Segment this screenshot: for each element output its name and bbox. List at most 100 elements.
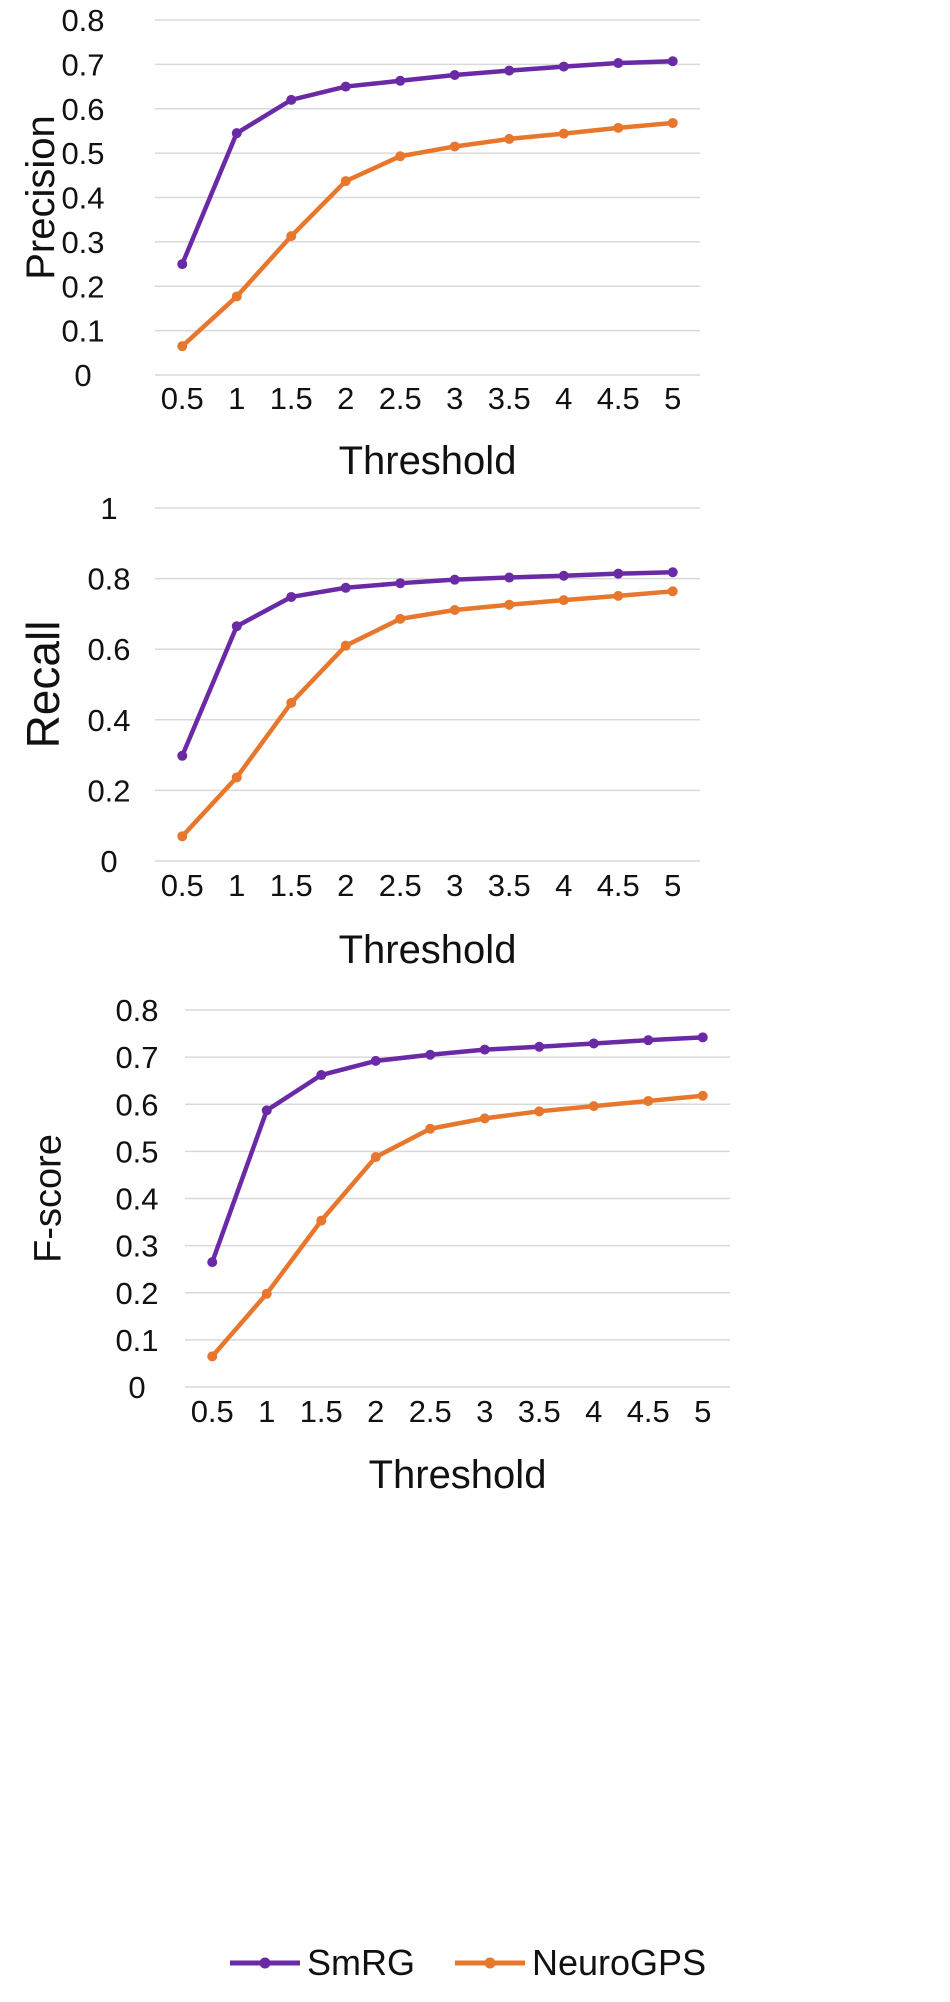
x-tick-label: 4.5 [597, 868, 640, 903]
data-point-smrg [558, 61, 569, 72]
y-tick-label: 0.3 [61, 225, 104, 260]
x-tick-label: 4 [555, 381, 572, 416]
data-point-neurogps [667, 586, 678, 597]
data-point-neurogps [504, 133, 515, 144]
data-point-smrg [449, 70, 460, 81]
data-point-smrg [667, 56, 678, 67]
data-point-neurogps [558, 128, 569, 139]
data-point-smrg [613, 58, 624, 69]
y-tick-label: 0.1 [61, 314, 104, 349]
y-tick-labels: 0 0.1 0.2 0.3 0.4 0.5 0.6 0.7 0.8 [61, 3, 104, 393]
series-smrg [177, 567, 678, 761]
recall-chart: 0 0.2 0.4 0.6 0.8 1 0.5 1 1.5 2 2.5 3 3.5 4 4.5 5 Thresh… [17, 491, 700, 972]
data-point-neurogps [643, 1095, 654, 1106]
x-tick-label: 3.5 [518, 1394, 561, 1429]
x-tick-label: 1.5 [300, 1394, 343, 1429]
data-point-neurogps [613, 122, 624, 133]
data-point-neurogps [697, 1090, 708, 1101]
x-tick-labels: 0.5 1 1.5 2 2.5 3 3.5 4 4.5 5 [191, 1394, 712, 1429]
x-tick-label: 1 [258, 1394, 275, 1429]
data-point-neurogps [534, 1106, 545, 1117]
x-tick-label: 5 [694, 1394, 711, 1429]
data-point-neurogps [231, 772, 242, 783]
series-neurogps [177, 586, 678, 842]
x-tick-label: 1 [228, 381, 245, 416]
x-tick-label: 1.5 [270, 868, 313, 903]
data-point-smrg [261, 1105, 272, 1116]
y-tick-label: 0.5 [115, 1134, 158, 1169]
data-point-neurogps [177, 341, 188, 352]
y-tick-label: 0 [74, 358, 91, 393]
data-point-smrg [613, 568, 624, 579]
data-point-smrg [667, 567, 678, 578]
data-point-neurogps [340, 176, 351, 187]
series-line-smrg [180, 569, 675, 759]
series-line-smrg [180, 59, 675, 267]
y-tick-label: 0.6 [61, 92, 104, 127]
x-axis-title: Threshold [339, 928, 517, 972]
data-point-smrg [207, 1257, 218, 1268]
data-point-smrg [286, 591, 297, 602]
y-axis-title: Precision [19, 115, 63, 280]
data-point-neurogps [231, 291, 242, 302]
y-tick-label: 0.8 [115, 993, 158, 1028]
x-axis-title: Threshold [369, 1453, 547, 1497]
data-point-neurogps [316, 1215, 327, 1226]
data-point-smrg [177, 259, 188, 270]
y-tick-label: 0.8 [61, 3, 104, 38]
y-tick-labels: 0 0.1 0.2 0.3 0.4 0.5 0.6 0.7 0.8 [115, 993, 158, 1405]
x-tick-label: 3 [476, 1394, 493, 1429]
data-point-smrg [231, 621, 242, 632]
y-tick-label: 0.1 [115, 1323, 158, 1358]
data-point-smrg [588, 1038, 599, 1049]
x-tick-label: 5 [664, 381, 681, 416]
legend-marker-neurogps [484, 1957, 496, 1969]
data-point-neurogps [667, 117, 678, 128]
data-point-neurogps [613, 590, 624, 601]
data-point-smrg [697, 1032, 708, 1043]
y-tick-label: 0.5 [61, 136, 104, 171]
data-point-neurogps [286, 231, 297, 242]
data-point-neurogps [395, 613, 406, 624]
y-tick-label: 0.6 [87, 632, 130, 667]
legend-label-smrg: SmRG [307, 1942, 415, 1983]
data-point-neurogps [425, 1123, 436, 1134]
series-line-neurogps [180, 589, 675, 839]
y-tick-label: 0.4 [61, 181, 104, 216]
data-point-neurogps [261, 1288, 272, 1299]
precision-chart: 0 0.1 0.2 0.3 0.4 0.5 0.6 0.7 0.8 0.5 1 1.5 2 2.5 3 3.5… [19, 3, 700, 483]
legend-marker-smrg [259, 1957, 271, 1969]
x-tick-label: 3.5 [488, 381, 531, 416]
x-tick-label: 4.5 [597, 381, 640, 416]
series-line-smrg [210, 1035, 705, 1265]
data-point-neurogps [395, 151, 406, 162]
data-point-smrg [504, 572, 515, 583]
data-point-neurogps [340, 640, 351, 651]
series-smrg [207, 1032, 708, 1268]
x-tick-label: 0.5 [191, 1394, 234, 1429]
y-axis-title: F-score [27, 1134, 69, 1263]
y-tick-label: 1 [100, 491, 117, 526]
f-score-chart: 0 0.1 0.2 0.3 0.4 0.5 0.6 0.7 0.8 0.5 1 1.5 2 2.5 3 3.5… [27, 993, 730, 1497]
series-smrg [177, 56, 678, 270]
y-tick-label: 0.7 [115, 1040, 158, 1075]
legend-label-neurogps: NeuroGPS [532, 1942, 706, 1983]
data-point-neurogps [370, 1152, 381, 1163]
y-tick-label: 0.2 [61, 269, 104, 304]
y-tick-label: 0.7 [61, 47, 104, 82]
x-tick-label: 4 [555, 868, 572, 903]
x-tick-label: 3 [446, 381, 463, 416]
y-tick-label: 0.4 [115, 1182, 158, 1217]
x-tick-label: 3 [446, 868, 463, 903]
y-tick-label: 0.3 [115, 1229, 158, 1264]
x-tick-label: 5 [664, 868, 681, 903]
data-point-smrg [504, 65, 515, 76]
x-tick-label: 2 [337, 381, 354, 416]
data-point-smrg [479, 1044, 490, 1055]
x-tick-label: 2 [367, 1394, 384, 1429]
data-point-neurogps [449, 605, 460, 616]
x-tick-labels: 0.5 1 1.5 2 2.5 3 3.5 4 4.5 5 [161, 381, 682, 416]
legend-item-neurogps: NeuroGPS [455, 1942, 706, 1983]
data-point-smrg [558, 570, 569, 581]
